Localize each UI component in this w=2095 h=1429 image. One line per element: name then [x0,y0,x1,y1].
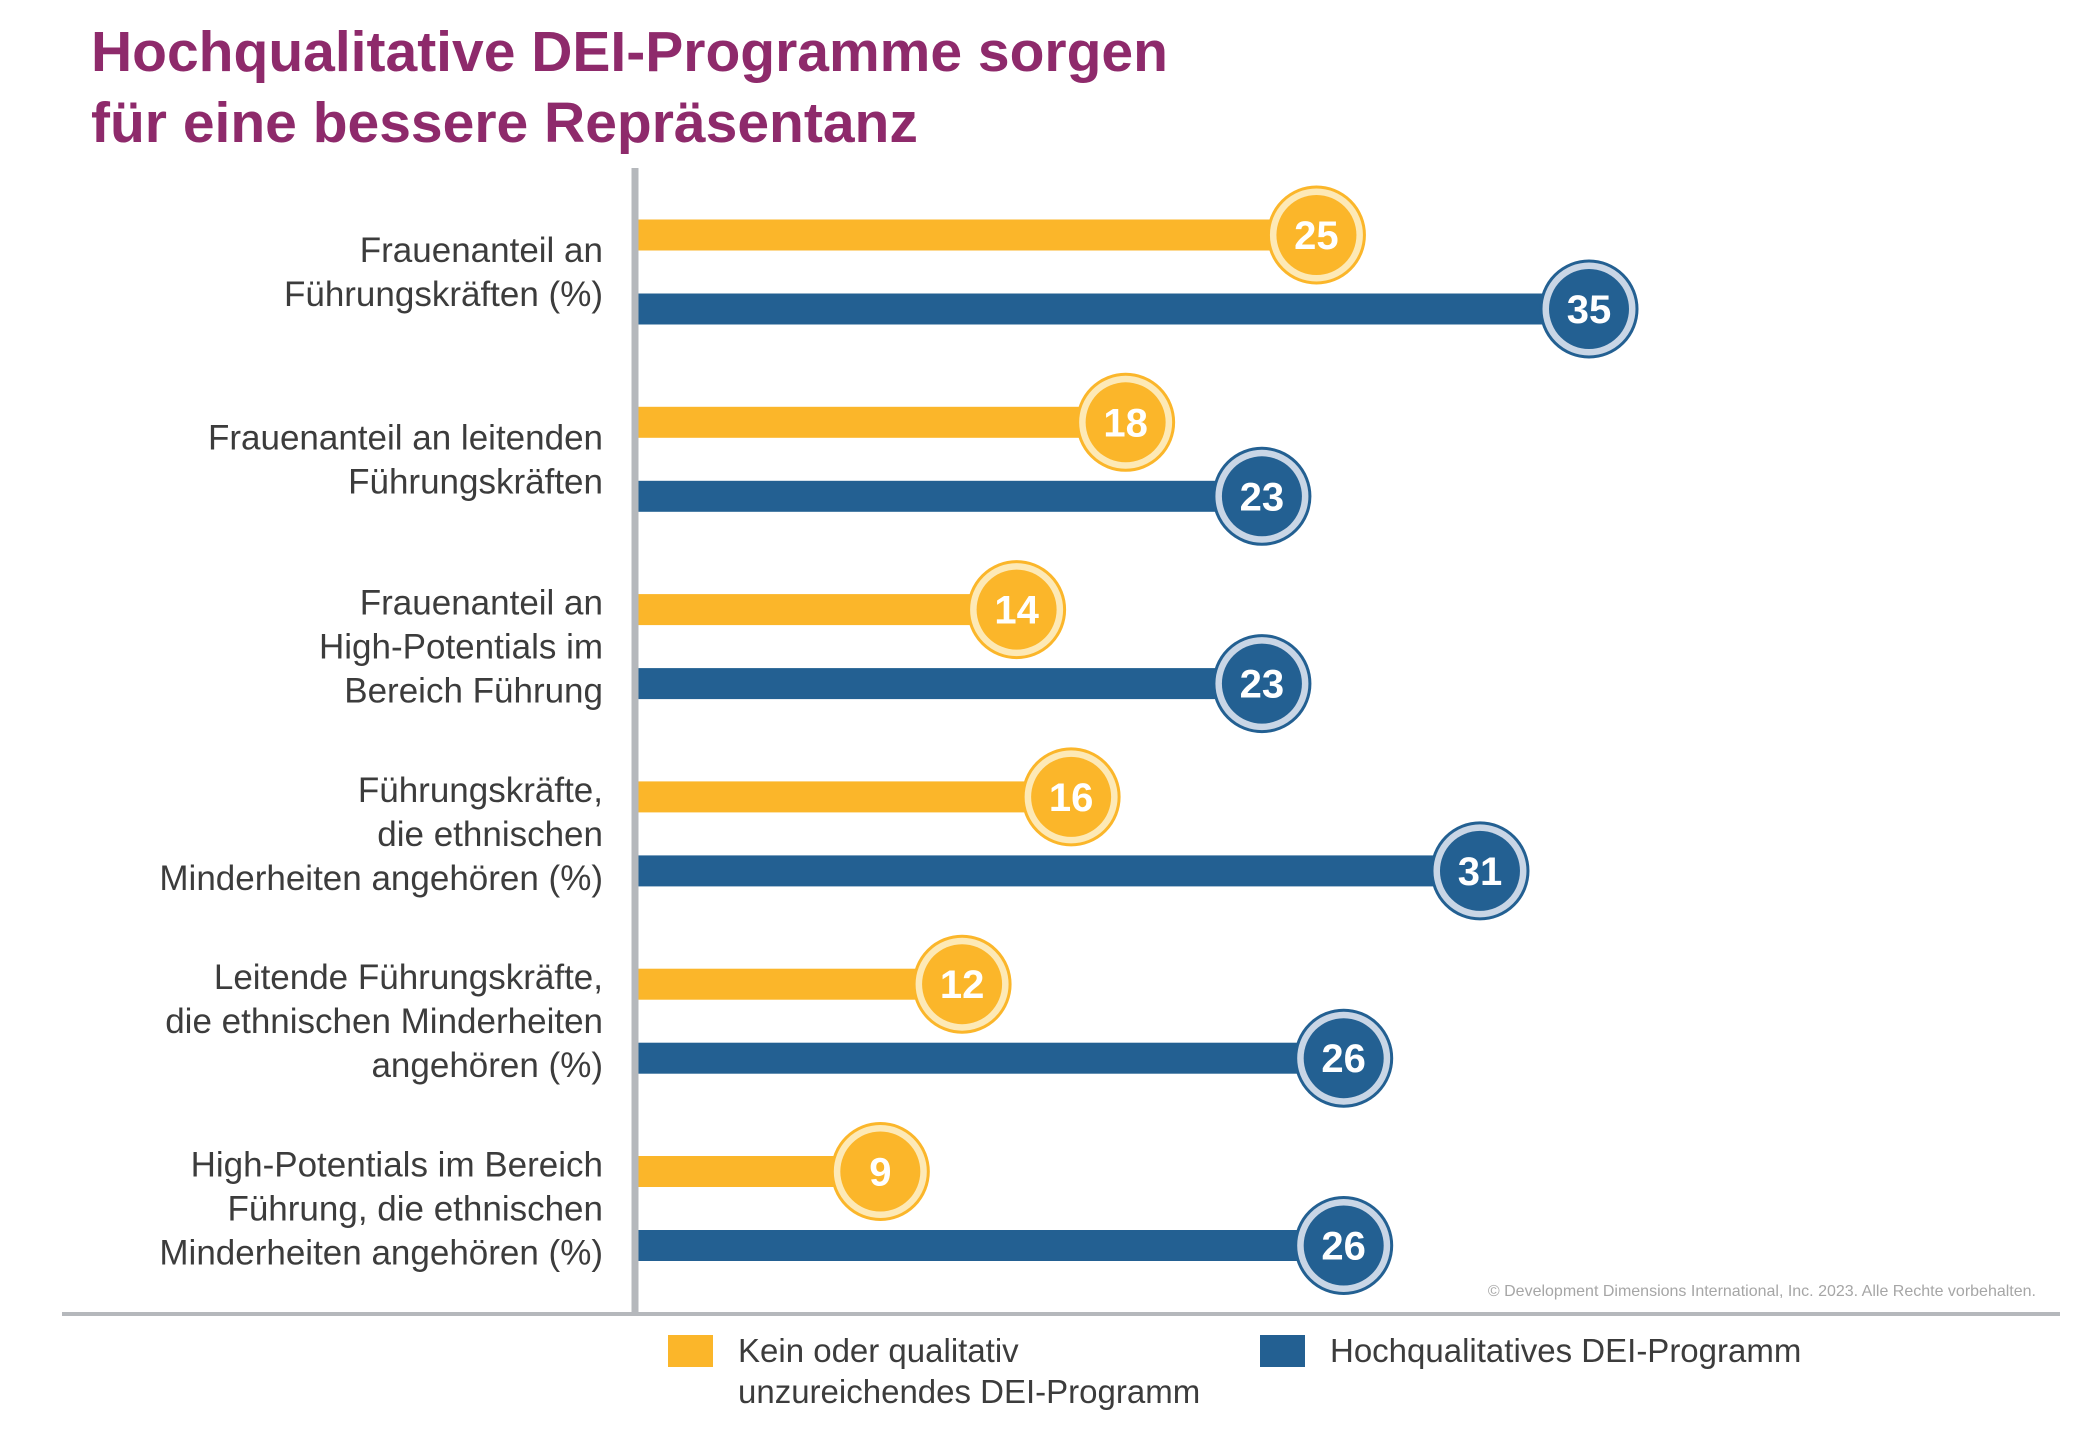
chart-title-line-1: Hochqualitative DEI-Programme sorgen [91,20,1168,84]
value-badge-series2-cat4 [1439,830,1520,911]
data-label-series2-cat5: 26 [1321,1037,1366,1081]
data-label-series1-cat4: 16 [1049,776,1094,820]
bar-series2-cat1 [635,293,1589,325]
category-label-6-line-2: Führung, die ethnischen [227,1190,603,1229]
category-label-3-line-3: Bereich Führung [344,672,603,711]
value-badge-series2-cat2 [1221,456,1302,537]
category-label-4-line-1: Führungskräfte, [358,771,603,810]
category-label-3-line-1: Frauenanteil an [360,584,603,623]
category-label-1-line-1: Frauenanteil an [360,231,603,270]
legend-label-1-line-2: unzureichendes DEI-Programm [738,1373,1200,1410]
bar-series1-cat5 [635,968,963,1000]
category-label-6-line-1: High-Potentials im Bereich [191,1146,603,1185]
bar-series2-cat2 [635,480,1262,512]
bar-series1-cat4 [635,781,1072,813]
bar-series1-cat1 [635,219,1317,251]
value-badge-series1-cat4 [1031,756,1112,837]
data-label-series1-cat3: 14 [994,589,1039,633]
chart-title-line-2: für eine bessere Repräsentanz [91,91,918,155]
category-label-2-line-1: Frauenanteil an leitenden [208,418,603,457]
bar-series2-cat3 [635,668,1262,700]
legend-swatch-2 [1260,1335,1305,1367]
category-label-4-line-2: die ethnischen [377,815,603,854]
value-badge-series1-cat1 [1276,195,1357,275]
category-label-5-line-3: angehören (%) [371,1046,603,1085]
category-label-3-line-2: High-Potentials im [319,628,603,667]
bar-series2-cat6 [635,1230,1344,1261]
value-badge-series1-cat6 [840,1131,921,1212]
legend-swatch-1 [668,1335,713,1367]
legend-label-2-line-1: Hochqualitatives DEI-Programm [1330,1332,1801,1369]
value-badge-series1-cat3 [976,569,1057,650]
data-label-series2-cat4: 31 [1458,850,1503,894]
category-label-6-line-3: Minderheiten angehören (%) [159,1234,603,1273]
value-badge-series2-cat5 [1303,1018,1384,1099]
category-label-2-line-2: Führungskräften [348,462,603,501]
value-badge-series1-cat2 [1085,382,1166,463]
data-label-series2-cat3: 23 [1240,663,1285,707]
data-label-series2-cat6: 26 [1321,1225,1366,1269]
value-badge-series2-cat1 [1549,269,1629,349]
data-label-series1-cat2: 18 [1103,401,1148,445]
copyright-note: © Development Dimensions International, … [1488,1283,2036,1300]
category-label-5-line-2: die ethnischen Minderheiten [165,1002,603,1041]
bar-series1-cat2 [635,406,1126,438]
data-label-series1-cat6: 9 [869,1151,891,1195]
bar-series1-cat3 [635,594,1017,626]
bar-series2-cat4 [635,855,1480,887]
value-badge-series2-cat3 [1221,643,1302,724]
category-label-5-line-1: Leitende Führungskräfte, [214,958,603,997]
data-label-series2-cat2: 23 [1240,475,1285,519]
bar-series2-cat5 [635,1042,1344,1074]
legend-label-1-line-1: Kein oder qualitativ [738,1332,1019,1369]
category-label-1-line-2: Führungskräften (%) [284,275,603,314]
data-label-series1-cat1: 25 [1294,214,1339,258]
data-label-series2-cat1: 35 [1567,288,1612,332]
value-badge-series2-cat6 [1303,1205,1384,1286]
data-label-series1-cat5: 12 [940,963,985,1007]
category-label-4-line-3: Minderheiten angehören (%) [159,859,603,898]
value-badge-series1-cat5 [922,944,1003,1025]
